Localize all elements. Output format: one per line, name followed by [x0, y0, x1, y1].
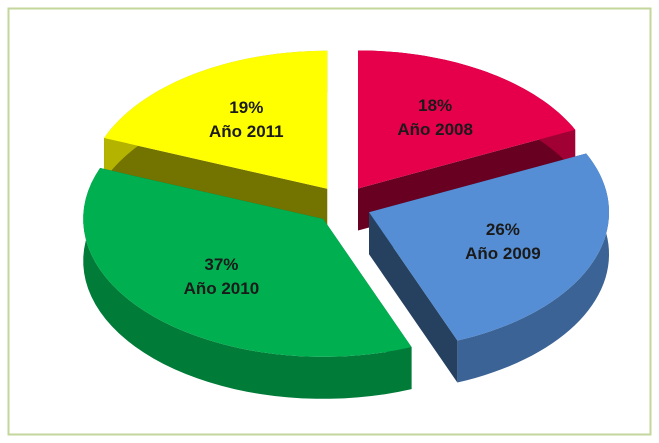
- data-label: 19%: [229, 98, 263, 117]
- category-label: Año 2010: [184, 279, 260, 298]
- category-label: Año 2011: [209, 122, 284, 141]
- slice-side: [369, 212, 458, 383]
- data-label: 37%: [204, 255, 238, 274]
- data-label: 26%: [486, 220, 520, 239]
- pie-slice: [83, 168, 412, 357]
- slice-wall: [457, 153, 610, 383]
- pie-slice: [358, 50, 576, 189]
- pie-slice: [369, 153, 610, 341]
- data-label: 18%: [418, 96, 452, 115]
- pie-slice: [104, 50, 328, 189]
- category-label: Año 2009: [465, 244, 541, 263]
- slice-wall: [83, 168, 412, 399]
- category-label: Año 2008: [397, 120, 473, 139]
